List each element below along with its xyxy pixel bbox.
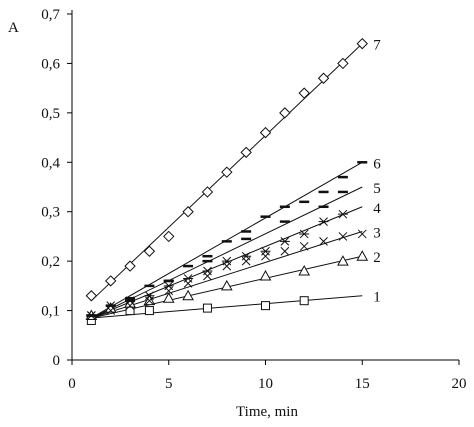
- y-tick-label: 0,4: [41, 155, 60, 171]
- series-4-point: [202, 266, 213, 276]
- series-4-point: [163, 281, 174, 291]
- series-7-point: [337, 57, 349, 70]
- x-tick-label: 10: [258, 376, 273, 392]
- series-4-point: [279, 237, 290, 246]
- tick-labels: 00,10,20,30,40,50,60,70 5 10 15 20: [41, 7, 466, 392]
- series-7-point: [163, 230, 175, 243]
- y-axis-label: A: [8, 20, 19, 36]
- series-3-point: [338, 232, 348, 241]
- x-axis-label: Time, min: [236, 404, 298, 420]
- fit-lines: [91, 43, 363, 319]
- x-tick-label: 15: [355, 376, 370, 392]
- series-2-point: [337, 255, 349, 266]
- series-2-point: [162, 292, 175, 303]
- x-tick-label: 0: [68, 376, 76, 392]
- series-7-point: [279, 107, 291, 119]
- y-tick-label: 0,3: [41, 205, 60, 221]
- series-2-point: [182, 289, 194, 301]
- series-3-point: [280, 246, 290, 256]
- x-tick-label: 5: [165, 376, 173, 392]
- series-1-point: [144, 306, 154, 316]
- series-7-point: [143, 245, 156, 257]
- series-2-point: [298, 264, 311, 276]
- series-3-point: [319, 237, 328, 246]
- series-6-label: 6: [373, 156, 381, 172]
- series-4-point: [260, 246, 271, 256]
- series-7-point: [201, 186, 214, 198]
- series-7-point: [259, 126, 272, 139]
- series-1-point: [202, 303, 212, 313]
- series-7-point: [182, 206, 194, 218]
- series-2-point: [220, 279, 233, 291]
- series-7-point: [240, 146, 252, 159]
- series-7-point: [124, 260, 136, 272]
- series-4-point: [183, 274, 194, 283]
- series-7-point: [317, 72, 330, 84]
- series-7-point: [298, 87, 310, 99]
- y-tick-label: 0,2: [41, 254, 60, 270]
- series-2-point: [356, 250, 369, 261]
- y-tick-label: 0,6: [41, 56, 60, 72]
- series-3-label: 3: [373, 225, 381, 241]
- series-2-point: [259, 269, 272, 281]
- series-5-fit-line: [91, 186, 363, 319]
- y-tick-label: 0,7: [41, 7, 60, 23]
- series-4-label: 4: [373, 201, 381, 217]
- series-2-label: 2: [373, 250, 381, 266]
- series-4-point: [221, 256, 232, 266]
- series-4-point: [241, 251, 252, 261]
- series-1-fit-line: [91, 295, 363, 319]
- series-7-label: 7: [373, 38, 381, 54]
- series-7-point: [85, 290, 98, 302]
- series-5-label: 5: [373, 181, 381, 197]
- series-1-point: [261, 301, 270, 311]
- x-tick-label: 20: [452, 376, 467, 392]
- series-3-point: [357, 229, 367, 239]
- series-7-point: [356, 37, 368, 50]
- series-4-point: [337, 209, 348, 219]
- series-4-point: [299, 229, 310, 239]
- series-7-point: [104, 275, 117, 287]
- data-points: [85, 37, 369, 325]
- series-4-point: [318, 217, 329, 226]
- series-3-fit-line: [91, 231, 363, 319]
- series-1-point: [299, 296, 309, 306]
- y-tick-label: 0,1: [41, 304, 60, 320]
- series-7-point: [221, 166, 233, 178]
- y-tick-label: 0,5: [41, 106, 60, 122]
- series-labels: 1 2 3 4 5 6 7: [373, 38, 381, 306]
- series-4-fit-line: [91, 206, 363, 319]
- series-4-point: [144, 291, 155, 301]
- series-1-label: 1: [373, 290, 381, 306]
- y-tick-label: 0: [53, 353, 61, 369]
- series-3-point: [299, 241, 309, 251]
